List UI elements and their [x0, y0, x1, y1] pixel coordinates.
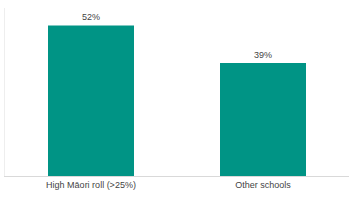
svg-text:Other schools: Other schools: [235, 180, 291, 190]
svg-text:High Māori roll (>25%): High Māori roll (>25%): [46, 180, 136, 190]
svg-text:52%: 52%: [82, 12, 100, 22]
svg-text:39%: 39%: [254, 50, 272, 60]
